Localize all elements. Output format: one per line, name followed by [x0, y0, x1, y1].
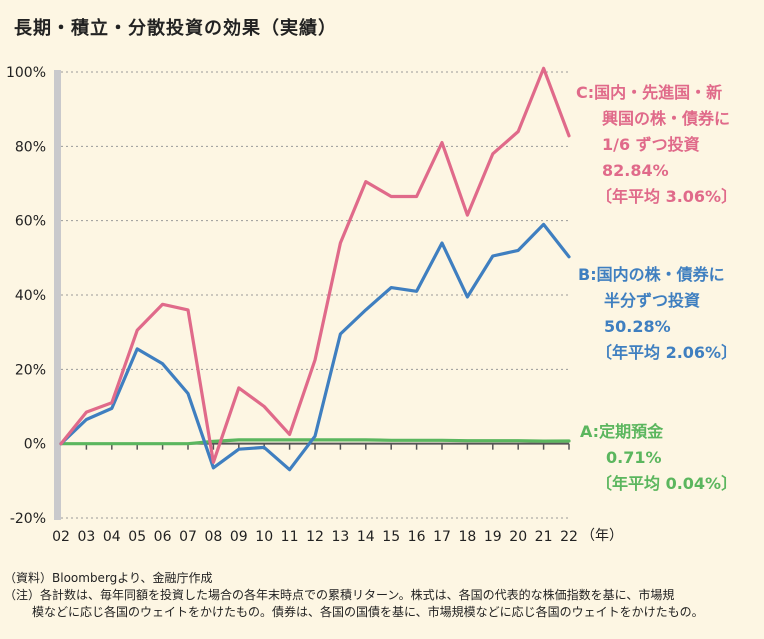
y-tick-labels: 100% 80% 60% 40% 20% 0% -20%: [6, 65, 46, 527]
legend-a-annual: 〔年平均 0.04%〕: [596, 474, 738, 493]
y-axis-bar: [54, 70, 61, 520]
chart-title: 長期・積立・分散投資の効果（実績）: [14, 18, 337, 39]
legend-c-annual: 〔年平均 3.06%〕: [596, 187, 738, 206]
legend-b-line2: 半分ずつ投資: [604, 291, 701, 310]
x-unit-label: （年）: [581, 528, 623, 544]
x-tick-label: 05: [128, 529, 146, 545]
x-tick-label: 16: [408, 529, 426, 545]
series-line-c: [59, 66, 571, 464]
x-tick-label: 09: [230, 529, 248, 545]
x-tick-label: 17: [433, 529, 451, 545]
y-tick-label: -20%: [10, 511, 46, 527]
legend-c-line2: 興国の株・債券に: [602, 109, 731, 128]
x-tick-label: 21: [535, 529, 553, 545]
y-tick-label: 0%: [24, 437, 46, 453]
footnotes: （資料）Bloombergより、金融庁作成 （注）各計数は、毎年同額を投資した場…: [4, 570, 760, 621]
x-tick-label: 04: [103, 529, 121, 545]
grid-lines: [61, 71, 569, 519]
x-tick-label: 20: [509, 529, 527, 545]
legend-b-line1: B:国内の株・債券に: [578, 265, 725, 284]
y-tick-label: 100%: [6, 65, 46, 81]
legend-series-b: B:国内の株・債券に 半分ずつ投資 50.28% 〔年平均 2.06%〕: [578, 262, 737, 366]
x-tick-label: 12: [306, 529, 324, 545]
series-line-b: [59, 222, 571, 472]
legend-series-c: C:国内・先進国・新 興国の株・債券に 1/6 ずつ投資 82.84% 〔年平均…: [576, 80, 737, 210]
legend-a-line1: A:定期預金: [580, 422, 664, 441]
x-tick-label: 11: [281, 529, 299, 545]
series-lines: [59, 66, 571, 472]
legend-c-line3: 1/6 ずつ投資: [602, 135, 700, 154]
legend-c-value: 82.84%: [602, 161, 669, 180]
x-tick-label: 02: [52, 529, 70, 545]
x-tick-label: 22: [560, 529, 578, 545]
source-note: （資料）Bloombergより、金融庁作成: [4, 571, 213, 585]
y-tick-label: 80%: [15, 139, 46, 155]
x-tick-label: 06: [154, 529, 172, 545]
legend-b-value: 50.28%: [604, 317, 671, 336]
x-tick-label: 10: [255, 529, 273, 545]
legend-b-annual: 〔年平均 2.06%〕: [596, 343, 738, 362]
y-tick-label: 40%: [15, 288, 46, 304]
x-tick-label: 03: [77, 529, 95, 545]
series-line-a: [59, 438, 571, 446]
x-tick-label: 14: [357, 529, 375, 545]
x-tick-label: 18: [458, 529, 476, 545]
note-line-2: 模などに応じ各国のウェイトをかけたもの。債券は、各国の国債を基に、市場規模などに…: [32, 605, 704, 619]
legend-a-value: 0.71%: [606, 448, 662, 467]
x-tick-label: 13: [331, 529, 349, 545]
note-line-1: （注）各計数は、毎年同額を投資した場合の各年末時点での累積リターン。株式は、各国…: [4, 588, 675, 602]
y-tick-label: 20%: [15, 362, 46, 378]
x-tick-label: 15: [382, 529, 400, 545]
x-tick-label: 19: [484, 529, 502, 545]
legend-series-a: A:定期預金 0.71% 〔年平均 0.04%〕: [580, 419, 737, 497]
y-tick-label: 60%: [15, 214, 46, 230]
x-tick-labels: 02 03 04 05 06 07 08 09 10 11 12 13 14 15 16 17 18 19 20 21…: [52, 528, 623, 545]
x-tick-label: 07: [179, 529, 197, 545]
x-tick-label: 08: [204, 529, 222, 545]
legend-c-line1: C:国内・先進国・新: [576, 83, 723, 102]
